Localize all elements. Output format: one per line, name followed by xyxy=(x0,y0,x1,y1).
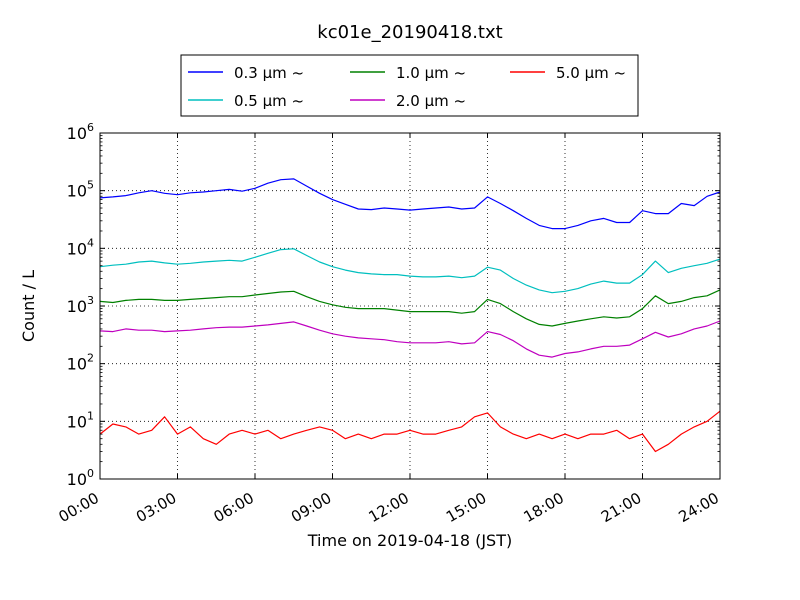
y-tick-base: 10 xyxy=(67,297,87,316)
x-tick-label: 09:00 xyxy=(288,489,334,526)
y-tick-exponent: 5 xyxy=(87,179,94,192)
y-tick-exponent: 3 xyxy=(87,294,94,307)
y-tick-label: 102 xyxy=(67,352,94,374)
x-tick-label: 12:00 xyxy=(366,489,412,526)
series-line-4 xyxy=(99,410,721,453)
y-tick-exponent: 4 xyxy=(87,236,94,249)
x-tick-label: 06:00 xyxy=(211,489,257,526)
x-tick-label: 15:00 xyxy=(443,489,489,526)
y-tick-label: 101 xyxy=(67,409,94,431)
y-tick-base: 10 xyxy=(67,124,87,143)
y-tick-exponent: 6 xyxy=(87,121,94,134)
x-tick-label: 18:00 xyxy=(521,489,567,526)
legend-label: 0.5 μm ~ xyxy=(234,92,304,110)
legend-label: 5.0 μm ~ xyxy=(556,64,626,82)
chart-title: kc01e_20190418.txt xyxy=(317,22,502,43)
x-axis-label: Time on 2019-04-18 (JST) xyxy=(307,531,512,550)
y-axis-label: Count / L xyxy=(19,270,38,342)
y-tick-exponent: 2 xyxy=(87,352,94,365)
x-tick-label: 21:00 xyxy=(598,489,644,526)
y-tick-base: 10 xyxy=(67,470,87,489)
y-tick-base: 10 xyxy=(67,239,87,258)
series-line-2 xyxy=(99,289,721,327)
legend-label: 1.0 μm ~ xyxy=(396,64,466,82)
legend-box xyxy=(180,54,639,117)
y-tick-exponent: 0 xyxy=(87,467,94,480)
series-line-0 xyxy=(99,178,721,230)
y-tick-label: 105 xyxy=(67,179,94,201)
y-tick-base: 10 xyxy=(67,182,87,201)
legend-label: 0.3 μm ~ xyxy=(234,64,304,82)
series-lines xyxy=(99,178,721,453)
y-tick-label: 103 xyxy=(67,294,94,316)
y-tick-label: 104 xyxy=(67,236,94,258)
series-line-3 xyxy=(99,320,721,358)
y-tick-exponent: 1 xyxy=(87,409,94,422)
y-tick-label: 106 xyxy=(67,121,94,143)
y-tick-base: 10 xyxy=(67,412,87,431)
y-tick-label: 100 xyxy=(67,467,94,489)
x-tick-label: 24:00 xyxy=(676,489,722,526)
x-tick-label: 00:00 xyxy=(56,489,102,526)
series-line-1 xyxy=(99,248,721,294)
legend-label: 2.0 μm ~ xyxy=(396,92,466,110)
legend: 0.3 μm ~ 0.5 μm ~ 1.0 μm ~ 2.0 μm ~ 5.0 μm ~ xyxy=(180,54,639,117)
grid xyxy=(100,133,720,479)
x-tick-label: 03:00 xyxy=(133,489,179,526)
y-tick-base: 10 xyxy=(67,355,87,374)
